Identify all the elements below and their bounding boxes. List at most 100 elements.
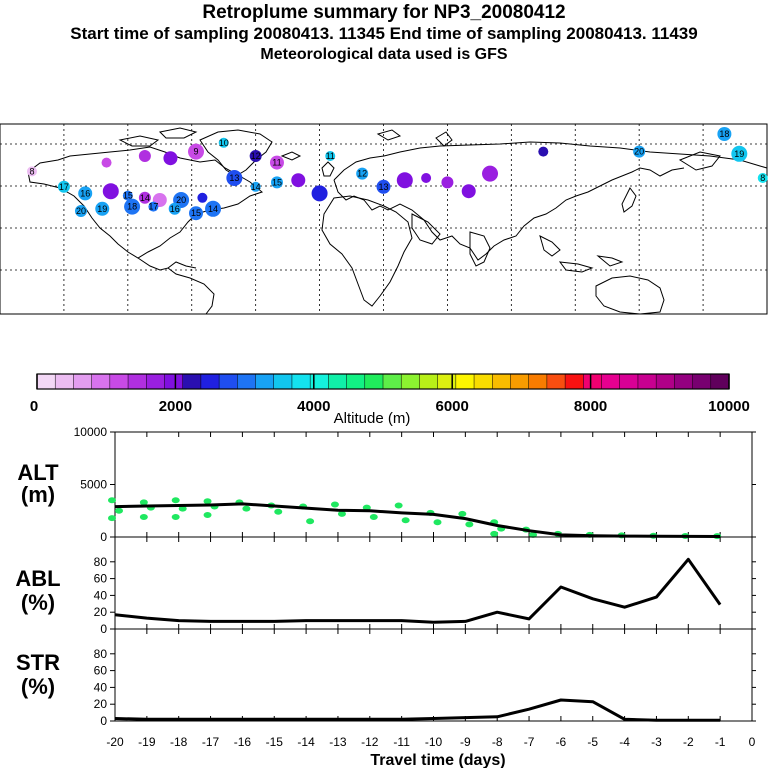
plume-point — [538, 146, 549, 157]
colorbar-swatch — [55, 374, 74, 389]
y-tick-label: 60 — [94, 572, 108, 586]
colorbar-swatch — [437, 374, 457, 389]
altitude-sample-point — [203, 498, 212, 505]
panel-abl: 0 20 40 60 80 ABL(%) — [15, 536, 756, 636]
plume-point — [124, 198, 141, 215]
colorbar-swatch — [37, 374, 56, 389]
plume-point — [421, 173, 432, 183]
x-axis-label: Travel time (days) — [370, 752, 505, 768]
altitude-sample-point — [115, 507, 123, 514]
altitude-sample-point — [139, 499, 148, 506]
colorbar-tick-label: 10000 — [708, 398, 750, 415]
colorbar-title: Altitude (m) — [334, 410, 411, 427]
series-line-str — [114, 698, 721, 722]
altitude-sample-point — [108, 497, 116, 504]
plume-point-label: 20 — [634, 147, 644, 157]
altitude-sample-point — [203, 511, 212, 518]
plume-point-label: 14 — [140, 193, 150, 203]
plume-point-label: 8 — [29, 166, 34, 176]
x-tick-label: -5 — [587, 735, 598, 749]
x-tick-label: -4 — [619, 735, 630, 749]
plume-point — [168, 202, 181, 215]
plume-point — [441, 176, 454, 189]
panel-unit: (%) — [21, 590, 55, 615]
plume-point-label: 8 — [760, 173, 765, 183]
altitude-sample-point — [330, 501, 339, 508]
plume-point — [148, 201, 159, 212]
x-tick-label: -18 — [170, 735, 188, 749]
plume-point — [218, 137, 229, 148]
panel-label: ABL — [15, 566, 60, 591]
plume-point-label: 12 — [357, 169, 367, 179]
plume-point — [78, 186, 93, 201]
y-tick-label: 80 — [94, 647, 108, 661]
panel-label: STR — [16, 650, 60, 675]
x-axis: -20 -19 -18 -17 -16 -15 -14 -13 -12 -11 -10 -9 -8 -7-… — [106, 735, 755, 749]
plume-point-label: 9 — [194, 147, 199, 157]
x-tick-label: -12 — [361, 735, 379, 749]
colorbar-swatch — [273, 374, 293, 389]
colorbar-swatch — [455, 374, 475, 389]
plume-point — [122, 190, 133, 201]
plume-point — [325, 151, 336, 161]
plume-point — [74, 205, 87, 217]
plume-point — [188, 143, 205, 160]
x-tick-label: -13 — [329, 735, 347, 749]
altitude-sample-point — [274, 508, 283, 515]
colorbar-tick-label: 4000 — [297, 398, 330, 415]
page-title: Retroplume summary for NP3_20080412 — [202, 2, 566, 23]
colorbar-swatch — [146, 374, 165, 389]
plume-point — [102, 183, 119, 200]
colorbar-swatch — [474, 374, 493, 389]
plume-point — [163, 151, 178, 166]
plume-point-label: 11 — [326, 151, 335, 161]
colorbar-swatch — [528, 374, 548, 389]
plume-point — [101, 157, 112, 168]
plume-point-label: 16 — [170, 204, 180, 214]
altitude-sample-point — [139, 514, 148, 521]
x-tick-label: -1 — [715, 735, 726, 749]
colorbar-swatch — [109, 374, 129, 389]
colorbar-swatch — [401, 374, 420, 389]
colorbar-tick-label: 6000 — [436, 398, 469, 415]
plume-point — [461, 184, 476, 199]
y-tick-label: 0 — [100, 622, 107, 636]
altitude-sample-point — [394, 502, 403, 509]
altitude-sample-point — [362, 504, 371, 511]
colorbar-swatch — [565, 374, 584, 389]
plume-point — [197, 192, 208, 203]
plume-point — [717, 127, 732, 141]
colorbar-swatch — [364, 374, 384, 389]
altitude-sample-point — [465, 521, 474, 528]
plume-point — [291, 173, 306, 188]
y-tick-label: 20 — [94, 697, 108, 711]
colorbar-swatch — [255, 374, 275, 389]
altitude-colorbar: 0 2000 4000 6000 8000 10000 — [30, 373, 750, 415]
x-tick-label: -9 — [460, 735, 471, 749]
plume-point-label: 15 — [272, 177, 282, 187]
y-tick-label: 5000 — [80, 478, 107, 492]
colorbar-swatch — [73, 374, 93, 389]
plume-point-label: 15 — [123, 191, 133, 201]
panel-unit: (%) — [21, 674, 55, 699]
plume-point — [731, 145, 748, 162]
colorbar-swatch — [510, 374, 530, 389]
plume-point-label: 18 — [719, 129, 729, 139]
plume-point-label: 10 — [219, 138, 229, 148]
plume-point-label: 18 — [127, 202, 137, 212]
plume-point-label: 12 — [251, 151, 261, 161]
plume-points: 8 17 16 15 14 20 20 19 18 17 16 15 14 9 10 12 11 13 14 15 11… — [26, 127, 768, 221]
colorbar-swatch — [219, 374, 238, 389]
colorbar-tick-label: 0 — [30, 398, 38, 415]
plume-point-label: 17 — [148, 202, 158, 212]
colorbar-swatch — [601, 374, 621, 389]
colorbar-swatch — [200, 374, 220, 389]
plume-point — [95, 201, 110, 216]
plume-point — [138, 191, 151, 204]
plume-point — [226, 170, 243, 186]
x-tick-label: -11 — [393, 735, 410, 749]
colorbar-swatch — [419, 374, 439, 389]
altitude-sample-point — [490, 530, 499, 537]
colorbar-tick-label: 8000 — [574, 398, 607, 415]
altitude-sample-point — [108, 515, 116, 522]
